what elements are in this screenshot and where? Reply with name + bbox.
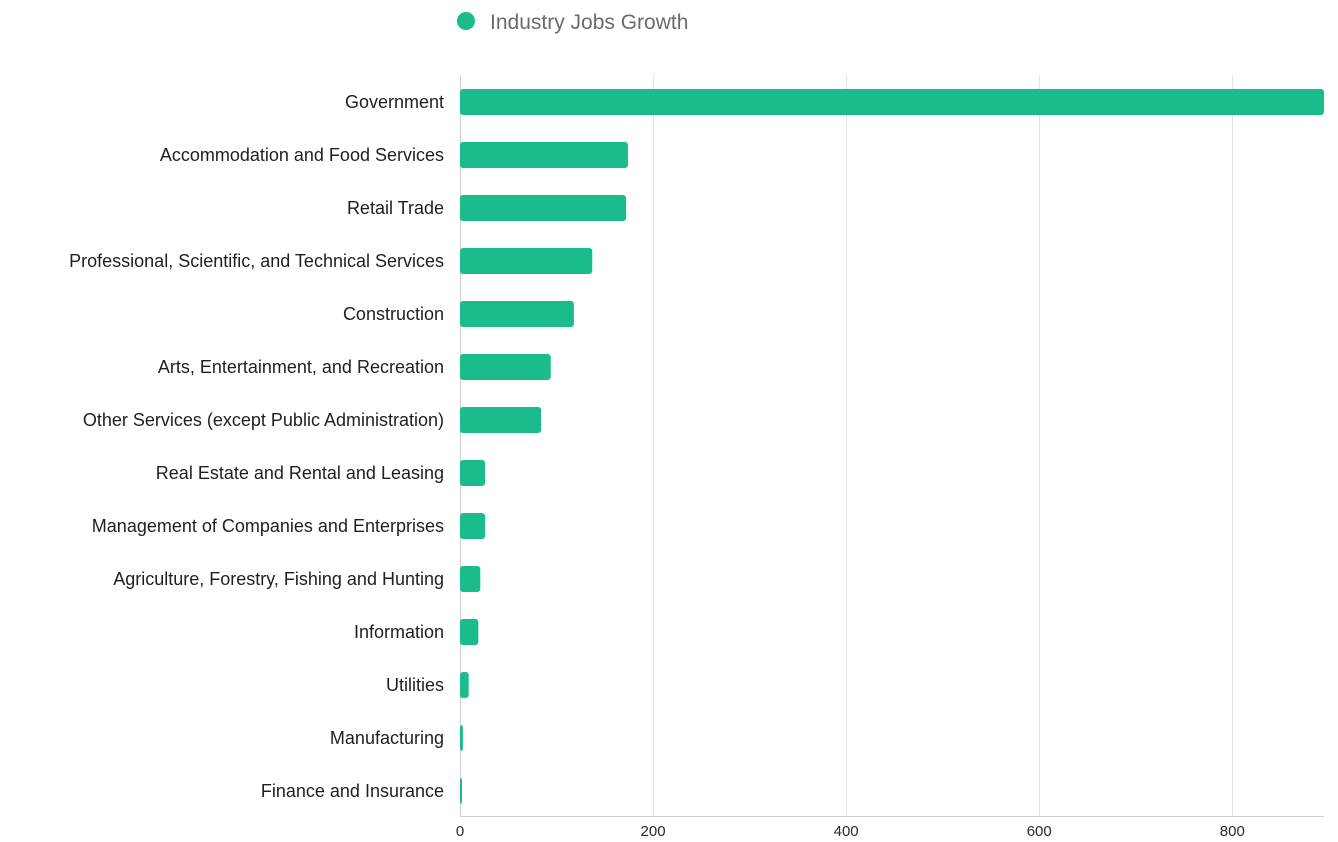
bar[interactable]	[460, 142, 628, 168]
bar[interactable]	[460, 195, 627, 221]
category-labels: Government Accommodation and Food Service…	[69, 92, 444, 801]
bar[interactable]	[460, 354, 551, 380]
bar[interactable]	[460, 725, 463, 751]
legend-marker	[457, 12, 475, 30]
x-tick-label: 600	[1027, 823, 1052, 840]
bar[interactable]	[460, 619, 479, 645]
bar[interactable]	[460, 672, 469, 698]
bar[interactable]	[460, 407, 542, 433]
category-label: Arts, Entertainment, and Recreation	[158, 357, 444, 377]
category-label: Manufacturing	[330, 728, 444, 748]
category-label: Retail Trade	[347, 198, 444, 218]
legend[interactable]: Industry Jobs Growth	[457, 11, 688, 34]
legend-label: Industry Jobs Growth	[490, 11, 688, 34]
category-label: Utilities	[386, 675, 444, 695]
category-label: Accommodation and Food Services	[160, 145, 444, 165]
category-label: Management of Companies and Enterprises	[92, 516, 444, 536]
x-tick-label: 0	[456, 823, 464, 840]
bar[interactable]	[460, 566, 481, 592]
category-label: Other Services (except Public Administra…	[83, 410, 444, 430]
bar[interactable]	[460, 301, 574, 327]
category-label: Information	[354, 622, 444, 642]
x-axis: 0 200 400 600 800	[456, 816, 1324, 840]
category-label: Government	[345, 92, 444, 112]
x-tick-label: 200	[641, 823, 666, 840]
bar[interactable]	[460, 778, 462, 804]
gridlines	[460, 75, 1233, 816]
category-label: Finance and Insurance	[261, 781, 444, 801]
bar[interactable]	[460, 89, 1324, 115]
category-label: Professional, Scientific, and Technical …	[69, 251, 444, 271]
category-label: Real Estate and Rental and Leasing	[156, 463, 444, 483]
x-tick-label: 800	[1220, 823, 1245, 840]
bar[interactable]	[460, 513, 486, 539]
bar[interactable]	[460, 460, 486, 486]
category-label: Construction	[343, 304, 444, 324]
category-label: Agriculture, Forestry, Fishing and Hunti…	[113, 569, 444, 589]
bars	[460, 89, 1324, 804]
x-tick-label: 400	[834, 823, 859, 840]
bar[interactable]	[460, 248, 593, 274]
